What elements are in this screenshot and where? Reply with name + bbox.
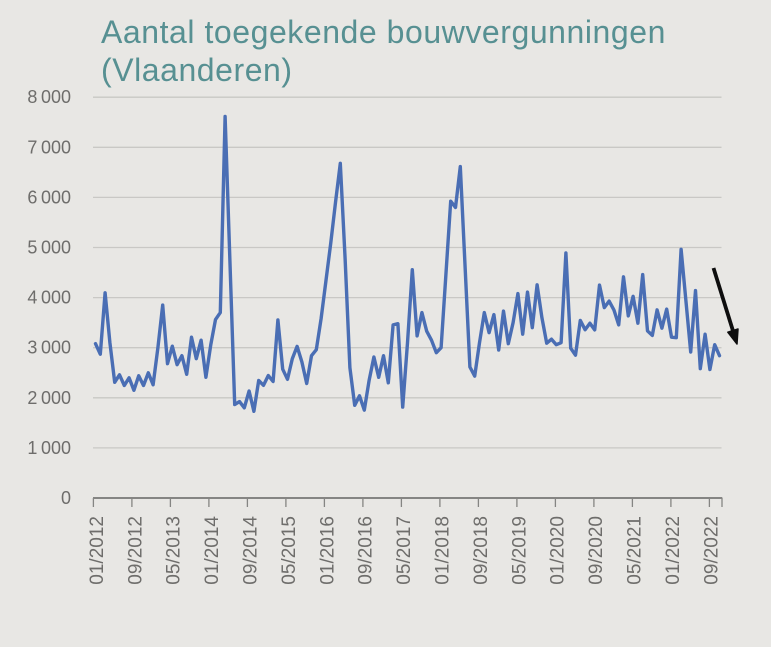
svg-text:09/2016: 09/2016 — [356, 516, 377, 585]
svg-text:05/2017: 05/2017 — [394, 516, 415, 585]
svg-text:5 000: 5 000 — [27, 238, 71, 258]
svg-text:05/2015: 05/2015 — [279, 516, 300, 585]
svg-text:01/2012: 01/2012 — [87, 516, 108, 585]
svg-text:01/2018: 01/2018 — [433, 516, 454, 585]
svg-text:01/2014: 01/2014 — [202, 516, 223, 585]
svg-text:(Vlaanderen): (Vlaanderen) — [101, 52, 293, 88]
svg-text:09/2018: 09/2018 — [471, 516, 492, 585]
svg-text:05/2013: 05/2013 — [164, 516, 185, 585]
svg-text:01/2016: 01/2016 — [317, 516, 338, 585]
svg-text:05/2021: 05/2021 — [625, 516, 646, 585]
svg-text:7 000: 7 000 — [27, 137, 71, 157]
svg-text:01/2022: 01/2022 — [663, 516, 684, 585]
svg-text:8 000: 8 000 — [27, 87, 71, 107]
svg-text:3 000: 3 000 — [27, 338, 71, 358]
svg-text:09/2022: 09/2022 — [701, 516, 722, 585]
svg-text:01/2020: 01/2020 — [548, 516, 569, 585]
svg-text:0: 0 — [61, 488, 71, 508]
svg-text:09/2012: 09/2012 — [125, 516, 146, 585]
svg-text:4 000: 4 000 — [27, 288, 71, 308]
svg-text:09/2020: 09/2020 — [586, 516, 607, 585]
svg-text:Aantal toegekende bouwvergunni: Aantal toegekende bouwvergunningen — [101, 14, 666, 50]
svg-text:05/2019: 05/2019 — [509, 516, 530, 585]
svg-text:2 000: 2 000 — [27, 388, 71, 408]
svg-text:09/2014: 09/2014 — [241, 516, 262, 585]
svg-text:1 000: 1 000 — [27, 438, 71, 458]
svg-text:6 000: 6 000 — [27, 187, 71, 207]
